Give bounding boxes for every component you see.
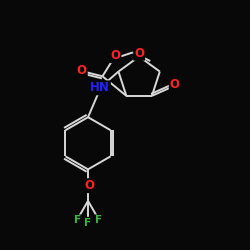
- Text: F: F: [95, 215, 102, 225]
- Text: HN: HN: [90, 81, 110, 94]
- Text: O: O: [84, 179, 94, 192]
- Text: F: F: [74, 215, 81, 225]
- Text: O: O: [134, 47, 144, 60]
- Text: F: F: [84, 218, 91, 228]
- Text: O: O: [77, 64, 87, 77]
- Text: O: O: [170, 78, 180, 92]
- Text: O: O: [110, 49, 120, 62]
